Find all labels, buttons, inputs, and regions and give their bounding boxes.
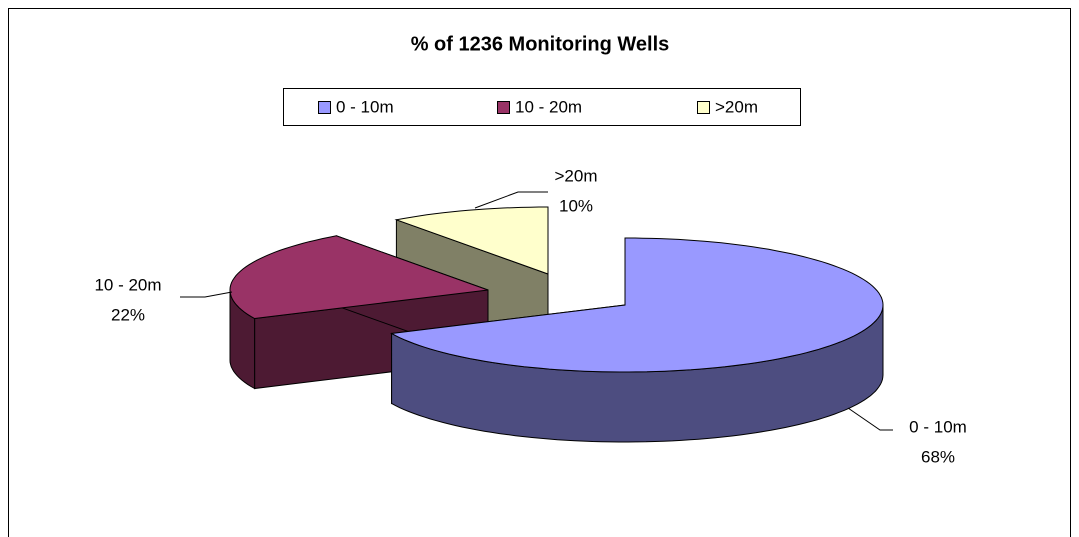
pie-slice (394, 206, 549, 275)
data-label-value: 10% (559, 196, 593, 215)
leader-line (847, 407, 893, 431)
data-label-value: 68% (921, 447, 955, 466)
data-label-name: 0 - 10m (909, 417, 967, 436)
legend-label: 10 - 20m (515, 97, 582, 116)
legend-swatch (697, 101, 710, 114)
legend-box (283, 88, 801, 126)
data-label-name: 10 - 20m (94, 275, 161, 294)
data-label-name: >20m (555, 166, 598, 185)
legend-swatch (318, 101, 331, 114)
leader-line (474, 191, 548, 209)
legend-label: 0 - 10m (336, 97, 394, 116)
leader-line (180, 291, 233, 298)
chart-title: % of 1236 Monitoring Wells (411, 33, 670, 55)
legend-label: >20m (715, 97, 758, 116)
data-label-value: 22% (111, 305, 145, 324)
pie-slice (389, 237, 884, 373)
legend-swatch (497, 101, 510, 114)
pie-slice (229, 235, 489, 320)
